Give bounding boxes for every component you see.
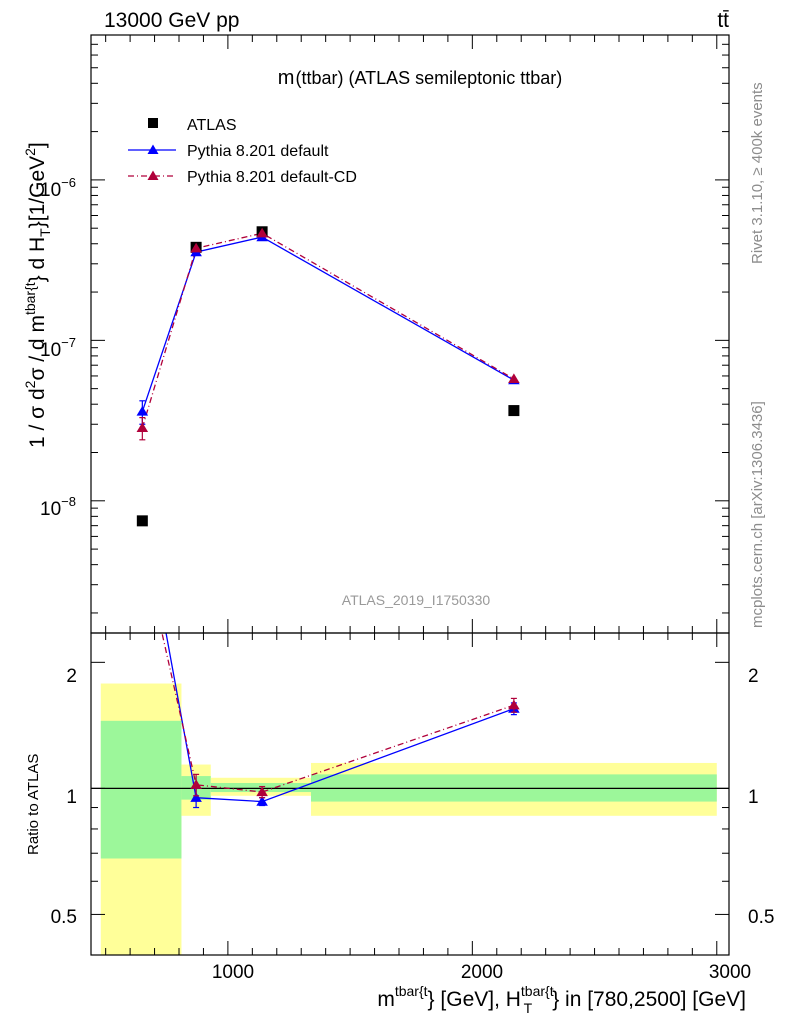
x-tick-label: 2000 <box>461 962 503 983</box>
header-final-state-label: tt̄ <box>717 9 729 32</box>
main-y-tick-label: 10−6 <box>40 175 76 201</box>
series-line-pythia-default <box>141 236 515 412</box>
data-point-pythia-default <box>136 406 149 416</box>
analysis-id-label: ATLAS_2019_I1750330 <box>342 592 491 608</box>
ratio-point-pythia-default <box>190 792 202 802</box>
ratio-y-axis-label: Ratio to ATLAS <box>25 754 42 855</box>
ratio-point-pythia-cd <box>256 786 268 797</box>
x-tick-labels: 1000 2000 3000 <box>212 962 751 983</box>
main-y-tick-label: 10−8 <box>40 494 76 520</box>
data-point-pythia-cd <box>190 242 202 253</box>
legend-atlas-marker <box>148 118 158 128</box>
ratio-point-pythia-default <box>256 796 268 806</box>
axis-ticks <box>91 34 729 956</box>
ratio-y-tick-label-right: 1 <box>748 787 759 808</box>
ratio-panel-content <box>91 498 729 809</box>
header-process-label: 13000 GeV pp <box>104 9 239 32</box>
ratio-band-inner <box>100 720 182 859</box>
ratio-point-pythia-default <box>137 498 149 508</box>
ratio-y-tick-label-left: 1 <box>66 787 77 808</box>
ratio-line-pythia-default <box>165 633 515 803</box>
mcplots-source-label: mcplots.cern.ch [arXiv:1306.3436] <box>749 401 766 628</box>
ratio-y-tick-label-left: 0.5 <box>51 907 77 928</box>
ratio-point-pythia-cd <box>190 779 202 789</box>
ratio-uncertainty-bands <box>100 683 717 955</box>
legend-pythia-cd-marker <box>147 170 159 180</box>
ratio-point-pythia-cd <box>508 699 520 710</box>
legend-pythia-default-label: Pythia 8.201 default <box>187 143 329 160</box>
ratio-y-tick-label-left: 2 <box>66 666 77 687</box>
x-tick-label: 3000 <box>709 962 751 983</box>
data-point-pythia-cd <box>256 227 268 238</box>
ratio-point-pythia-cd <box>137 540 149 550</box>
ratio-panel-frame <box>90 632 730 956</box>
ratio-y-tick-label-right: 2 <box>748 666 759 687</box>
legend-pythia-default-marker <box>147 144 159 154</box>
legend-pythia-cd-label: Pythia 8.201 default-CD <box>187 169 357 186</box>
rivet-version-label: Rivet 3.1.10, ≥ 400k events <box>749 82 766 264</box>
series-line-pythia-cd <box>141 232 515 429</box>
ratio-line-pythia-cd <box>161 633 515 793</box>
main-panel-content <box>136 226 520 527</box>
x-axis-label: mtbar{t} [GeV], Htbar{t T} in [780,2500] … <box>377 983 746 1016</box>
ratio-y-tick-labels: 0.5 1 2 0.5 1 2 <box>51 666 775 928</box>
data-point-pythia-cd <box>136 422 149 432</box>
main-y-axis-label: 1 / σ d2σ / d mtbar{t} d HT}[1/GeV2] <box>22 142 53 448</box>
ratio-y-tick-label-right: 0.5 <box>748 907 774 928</box>
legend-atlas-label: ATLAS <box>187 117 237 134</box>
data-point-pythia-cd <box>508 373 520 384</box>
legend: ATLAS Pythia 8.201 default Pythia 8.201 … <box>128 117 357 186</box>
x-tick-label: 1000 <box>212 962 254 983</box>
main-y-tick-label: 10−7 <box>40 335 76 361</box>
data-point-atlas <box>508 405 520 417</box>
main-y-tick-labels: 10−8 10−7 10−6 <box>40 175 76 520</box>
ratio-band-inner <box>210 782 311 793</box>
main-plot-title: m(ttbar) (ATLAS semileptonic ttbar) <box>278 67 562 89</box>
data-point-atlas <box>136 515 148 527</box>
